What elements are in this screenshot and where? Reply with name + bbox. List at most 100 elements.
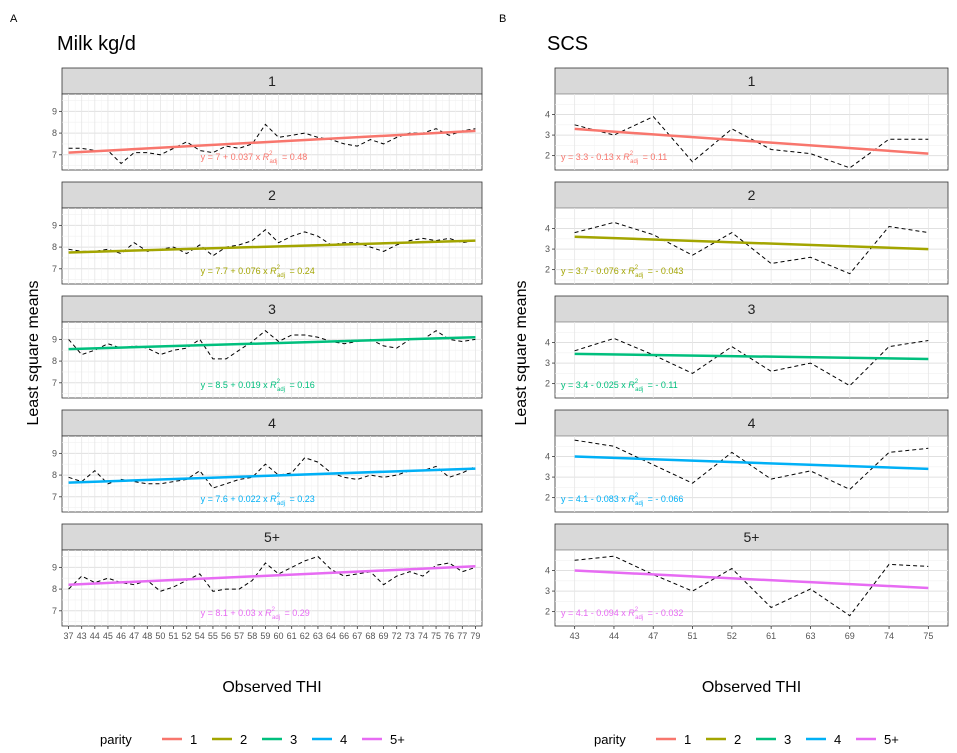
r2-subscript: adj bbox=[277, 501, 285, 507]
r2-symbol: R bbox=[263, 152, 270, 162]
legend-label: 4 bbox=[834, 732, 841, 747]
r2-value: = - 0.032 bbox=[645, 608, 683, 618]
facet-strip-label: 1 bbox=[748, 73, 756, 89]
r2-subscript: adj bbox=[635, 273, 643, 279]
regression-line bbox=[574, 352, 929, 361]
regression-equation: y = 8.5 + 0.019 x R2 adj = 0.16 bbox=[201, 379, 315, 393]
y-tick-label: 4 bbox=[545, 566, 550, 576]
facet-strip bbox=[61, 67, 483, 95]
r2-value: = 0.48 bbox=[280, 152, 308, 162]
x-tick-label: 50 bbox=[155, 631, 165, 641]
x-tick-label: 52 bbox=[727, 631, 737, 641]
equation-text: y = 7 + 0.037 x bbox=[201, 152, 263, 162]
x-tick-label: 44 bbox=[609, 631, 619, 641]
y-tick-label: 9 bbox=[52, 562, 57, 572]
regression-line bbox=[574, 235, 929, 251]
y-tick-label: 7 bbox=[52, 378, 57, 388]
facet-strip-label: 4 bbox=[748, 415, 756, 431]
y-tick-label: 9 bbox=[52, 448, 57, 458]
regression-equation: y = 4.1 - 0.094 x R2 adj = - 0.032 bbox=[561, 607, 683, 621]
r2-symbol: R bbox=[270, 494, 277, 504]
regression-equation: y = 7.6 + 0.022 x R2 adj = 0.23 bbox=[201, 493, 315, 507]
equation-text: y = 8.1 + 0.03 x bbox=[201, 608, 266, 618]
r2-subscript: adj bbox=[635, 501, 643, 507]
x-tick-label: 64 bbox=[326, 631, 336, 641]
x-tick-label: 51 bbox=[688, 631, 698, 641]
r2-value: = 0.24 bbox=[287, 266, 315, 276]
chart-title: Milk kg/d bbox=[57, 33, 136, 55]
legend-label: 1 bbox=[684, 732, 691, 747]
y-tick-label: 4 bbox=[545, 110, 550, 120]
x-tick-label: 74 bbox=[884, 631, 894, 641]
observed-line bbox=[574, 221, 929, 275]
y-tick-label: 7 bbox=[52, 606, 57, 616]
legend-label: 2 bbox=[734, 732, 741, 747]
regression-line bbox=[574, 455, 929, 471]
facet-strip bbox=[554, 523, 949, 551]
y-tick-label: 8 bbox=[52, 128, 57, 138]
r2-subscript: adj bbox=[277, 273, 285, 279]
regression-line bbox=[68, 565, 476, 586]
r2-symbol: R bbox=[628, 608, 635, 618]
y-tick-label: 3 bbox=[545, 586, 550, 596]
y-tick-label: 4 bbox=[545, 224, 550, 234]
facet-strip bbox=[61, 409, 483, 437]
y-tick-label: 3 bbox=[545, 358, 550, 368]
equation-text: y = 3.4 - 0.025 x bbox=[561, 380, 628, 390]
x-tick-label: 69 bbox=[379, 631, 389, 641]
observed-line bbox=[68, 555, 476, 592]
x-tick-label: 77 bbox=[457, 631, 467, 641]
x-tick-label: 56 bbox=[221, 631, 231, 641]
equation-text: y = 4.1 - 0.083 x bbox=[561, 494, 628, 504]
observed-line bbox=[574, 337, 929, 387]
y-tick-label: 8 bbox=[52, 584, 57, 594]
equation-text: y = 4.1 - 0.094 x bbox=[561, 608, 628, 618]
r2-superscript: 2 bbox=[277, 379, 281, 385]
facet-strip-label: 3 bbox=[748, 301, 756, 317]
r2-subscript: adj bbox=[269, 159, 277, 165]
y-tick-label: 4 bbox=[545, 452, 550, 462]
x-tick-label: 61 bbox=[287, 631, 297, 641]
regression-equation: y = 4.1 - 0.083 x R2 adj = - 0.066 bbox=[561, 493, 683, 507]
r2-subscript: adj bbox=[635, 387, 643, 393]
facet-strip bbox=[554, 409, 949, 437]
facet-1: 1 7 8 9 y = 7 + 0.037 x R2 adj = 0.48 bbox=[52, 67, 483, 171]
y-tick-label: 8 bbox=[52, 470, 57, 480]
gridlines bbox=[555, 321, 948, 398]
y-tick-label: 2 bbox=[545, 265, 550, 275]
x-tick-label: 44 bbox=[90, 631, 100, 641]
y-tick-label: 9 bbox=[52, 106, 57, 116]
legend-label: 2 bbox=[240, 732, 247, 747]
legend-label: 3 bbox=[290, 732, 297, 747]
legend-label: 4 bbox=[340, 732, 347, 747]
x-tick-label: 54 bbox=[195, 631, 205, 641]
x-tick-label: 68 bbox=[365, 631, 375, 641]
y-tick-label: 2 bbox=[545, 379, 550, 389]
regression-line bbox=[68, 335, 476, 351]
y-tick-label: 7 bbox=[52, 492, 57, 502]
regression-equation: y = 8.1 + 0.03 x R2 adj = 0.29 bbox=[201, 607, 310, 621]
y-axis-label: Least square means bbox=[25, 281, 42, 426]
y-tick-label: 2 bbox=[545, 493, 550, 503]
r2-value: = - 0.11 bbox=[645, 380, 678, 390]
facet-5+: 5+ 7 8 9 y = 8.1 + 0.03 x R2 adj = 0.29 37 43 44… bbox=[52, 523, 483, 641]
y-tick-label: 2 bbox=[545, 151, 550, 161]
regression-equation: y = 7.7 + 0.076 x R2 adj = 0.24 bbox=[201, 265, 315, 279]
r2-symbol: R bbox=[628, 380, 635, 390]
x-tick-label: 67 bbox=[352, 631, 362, 641]
y-tick-label: 4 bbox=[545, 338, 550, 348]
y-tick-label: 9 bbox=[52, 334, 57, 344]
observed-line bbox=[68, 229, 476, 257]
x-tick-label: 47 bbox=[129, 631, 139, 641]
r2-value: = 0.29 bbox=[282, 608, 310, 618]
y-tick-label: 2 bbox=[545, 607, 550, 617]
facet-4: 4 7 8 9 y = 7.6 + 0.022 x R2 adj = 0.23 bbox=[52, 409, 483, 513]
facet-strip bbox=[61, 181, 483, 209]
r2-subscript: adj bbox=[635, 615, 643, 621]
x-tick-label: 59 bbox=[260, 631, 270, 641]
